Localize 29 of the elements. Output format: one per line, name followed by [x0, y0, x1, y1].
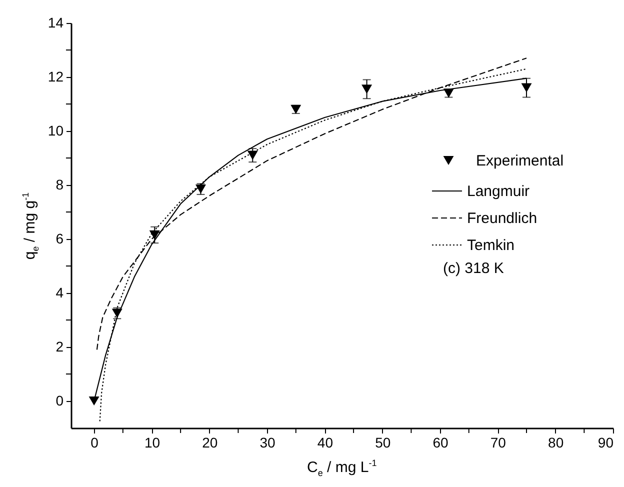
point [521, 83, 532, 92]
x-tick-label: 0 [90, 434, 99, 450]
x-tick-label: 50 [375, 434, 391, 450]
x-axis-title: C$_{e}$ / mg L$^{-1}$ [307, 458, 377, 478]
y-tick-label: 12 [48, 68, 64, 84]
annotation: (c) 318 K [443, 260, 504, 277]
y-tick-label: 4 [56, 284, 64, 300]
y-tick-label: 0 [56, 392, 64, 408]
x-tick-label: 40 [317, 434, 334, 450]
y-tick-label: 10 [48, 122, 64, 138]
legend-label: Experimental [476, 152, 564, 170]
legend-label: Temkin [467, 237, 515, 254]
y-tick-label: 8 [56, 176, 64, 192]
point [247, 150, 258, 160]
legend-label: Freundlich [467, 210, 538, 227]
x-tick-label: 10 [144, 434, 160, 450]
point [88, 396, 100, 406]
x-tick-label: 80 [548, 434, 564, 450]
y-tick-label: 2 [56, 338, 64, 354]
y-tick-label: 14 [48, 14, 64, 30]
legend-label: Langmuir [467, 183, 530, 200]
y-tick-label: 6 [56, 230, 64, 246]
x-tick-label: 70 [490, 434, 506, 450]
x-tick-label: 30 [260, 434, 276, 450]
point [362, 84, 372, 94]
x-tick-label: 20 [202, 434, 218, 450]
x-tick-label: 60 [432, 434, 449, 450]
x-tick-label: 90 [598, 434, 614, 450]
point [149, 230, 160, 240]
